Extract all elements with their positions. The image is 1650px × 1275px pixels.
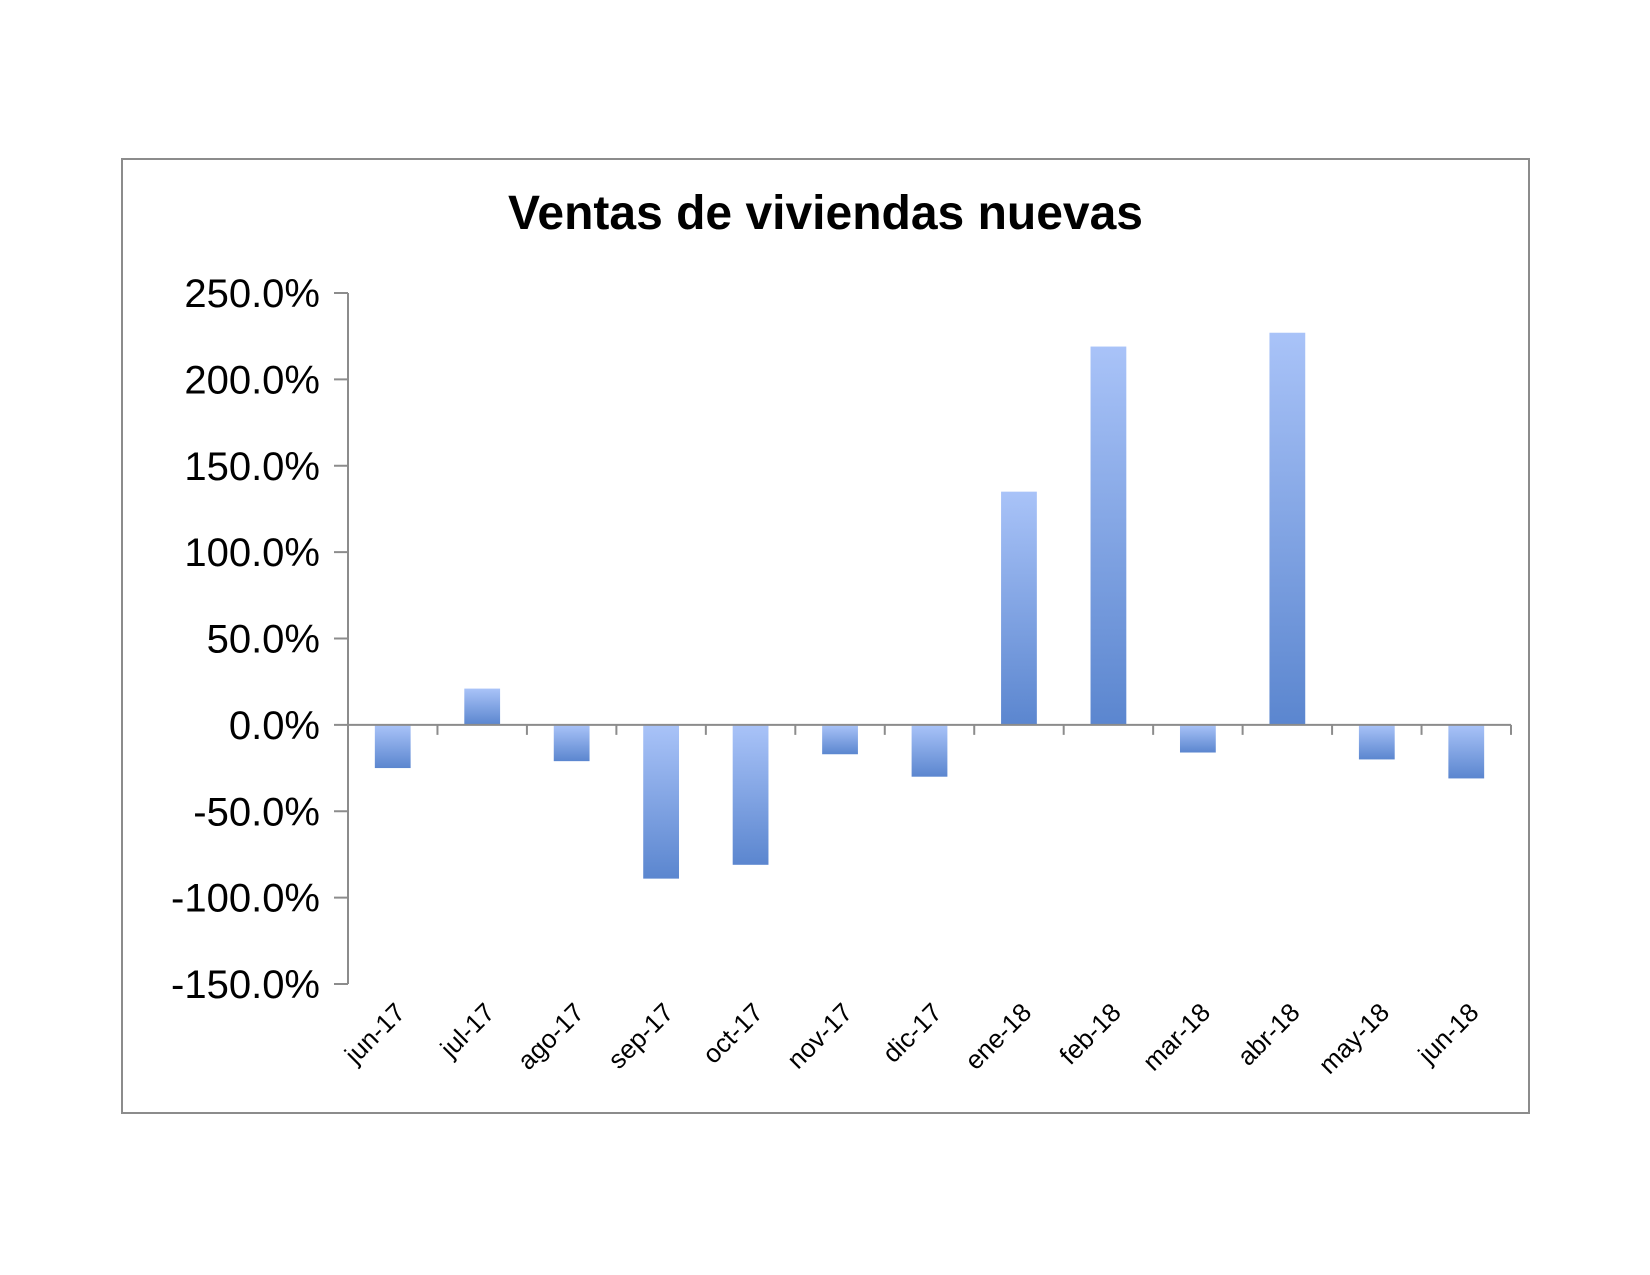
chart-frame: Ventas de viviendas nuevas 250.0% 200.0% 1… — [121, 158, 1530, 1114]
bar-jul-17 — [464, 688, 501, 725]
x-tick-label: jun-18 — [1411, 997, 1484, 1070]
x-tick-label: feb-18 — [1053, 997, 1126, 1070]
y-tick-label: 150.0% — [184, 445, 320, 489]
y-tick-label: 0.0% — [229, 704, 320, 748]
x-tick-label: nov-17 — [781, 997, 858, 1074]
bar-jun-17 — [374, 724, 411, 769]
y-axis: 250.0% 200.0% 150.0% 100.0% 50.0% 0.0% -50.0% -… — [171, 272, 349, 1007]
bar-may-18 — [1358, 724, 1395, 760]
bar-ene-18 — [1001, 491, 1037, 725]
bar-nov-17 — [822, 724, 858, 755]
chart-plot: 250.0% 200.0% 150.0% 100.0% 50.0% 0.0% -50.0% -… — [171, 272, 1512, 1080]
x-tick-label: dic-17 — [876, 997, 947, 1068]
y-tick-label: -150.0% — [171, 963, 320, 1007]
x-tick-label: sep-17 — [602, 997, 679, 1074]
bar-oct-17 — [732, 724, 769, 865]
x-tick-label: ago-17 — [511, 997, 589, 1075]
x-tick-label: ene-18 — [959, 997, 1037, 1075]
x-tick-label: may-18 — [1313, 997, 1396, 1080]
y-tick-label: -50.0% — [193, 790, 320, 834]
x-tick-label: jun-17 — [338, 997, 411, 1070]
y-tick-label: 50.0% — [207, 618, 320, 662]
x-tick-label: oct-17 — [697, 997, 769, 1069]
bar-ago-17 — [553, 724, 590, 762]
bar-dic-17 — [911, 724, 948, 777]
y-tick-label: 100.0% — [184, 531, 320, 575]
x-axis: jun-17 jul-17 ago-17 sep-17 oct-17 nov-17 dic-… — [338, 723, 1512, 1080]
bar-mar-18 — [1179, 724, 1216, 753]
y-tick-label: 250.0% — [184, 272, 320, 316]
bar-abr-18 — [1269, 332, 1306, 725]
y-tick-label: -100.0% — [171, 877, 320, 921]
bars — [374, 332, 1485, 879]
x-tick-label: abr-18 — [1231, 997, 1305, 1071]
chart-title: Ventas de viviendas nuevas — [508, 187, 1143, 240]
x-tick-label: jul-17 — [434, 997, 501, 1064]
bar-feb-18 — [1090, 346, 1127, 725]
bar-jun-18 — [1448, 724, 1485, 779]
x-tick-label: mar-18 — [1137, 997, 1216, 1076]
bar-sep-17 — [643, 724, 680, 879]
y-tick-label: 200.0% — [184, 358, 320, 402]
